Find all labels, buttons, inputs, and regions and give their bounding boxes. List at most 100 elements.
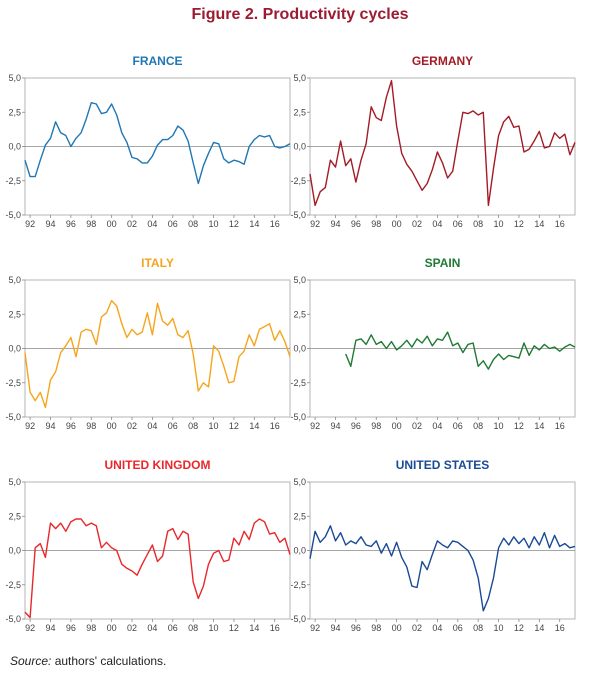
x-tick-label: 04: [432, 219, 442, 229]
x-tick-label: 92: [310, 623, 320, 633]
x-tick-label: 06: [168, 219, 178, 229]
x-tick-label: 12: [514, 421, 524, 431]
y-tick-label: -2,5: [5, 580, 21, 590]
x-tick-label: 08: [473, 421, 483, 431]
x-tick-label: 10: [494, 219, 504, 229]
x-tick-label: 10: [494, 623, 504, 633]
x-tick-label: 06: [168, 421, 178, 431]
x-tick-label: 00: [392, 623, 402, 633]
series-line: [24, 299, 291, 409]
y-tick-label: 5,0: [293, 73, 306, 83]
y-tick-label: -5,0: [5, 210, 21, 220]
x-tick-label: 94: [45, 219, 55, 229]
series-line: [345, 331, 576, 370]
x-tick-label: 92: [25, 219, 35, 229]
x-tick-label: 94: [45, 623, 55, 633]
x-tick-label: 02: [412, 219, 422, 229]
x-tick-label: 10: [209, 421, 219, 431]
y-tick-label: -2,5: [290, 176, 306, 186]
figure-title: Figure 2. Productivity cycles: [191, 6, 409, 23]
chart-panel-germany: GERMANY 5,0 2,5 0,0 -2,5 -5,0 92 94 96 98 00 02 04 06…: [290, 54, 576, 229]
x-tick-label: 08: [473, 219, 483, 229]
y-tick-label: 0,0: [8, 344, 21, 354]
x-tick-label: 00: [107, 421, 117, 431]
y-tick-label: 2,5: [293, 511, 306, 521]
x-tick-label: 06: [453, 219, 463, 229]
chart-panel-spain: SPAIN 5,0 2,5 0,0 -2,5 -5,0 92 94 96 98 00 02 04 06 08…: [290, 256, 576, 431]
y-tick-label: -5,0: [290, 614, 306, 624]
y-tick-label: -2,5: [290, 580, 306, 590]
x-tick-label: 94: [330, 623, 340, 633]
x-tick-label: 96: [351, 623, 361, 633]
x-tick-label: 08: [188, 219, 198, 229]
x-tick-label: 08: [188, 421, 198, 431]
y-tick-label: 5,0: [8, 477, 21, 487]
y-tick-label: 0,0: [293, 344, 306, 354]
source-text: authors' calculations.: [51, 654, 167, 668]
x-tick-label: 98: [86, 623, 96, 633]
x-tick-label: 96: [66, 421, 76, 431]
x-tick-label: 00: [107, 623, 117, 633]
x-tick-label: 98: [371, 219, 381, 229]
x-tick-label: 14: [249, 623, 259, 633]
x-tick-label: 04: [147, 219, 157, 229]
chart-panel-italy: ITALY 5,0 2,5 0,0 -2,5 -5,0 92 94 96 98 00 02 04 06 08…: [5, 256, 291, 431]
y-tick-label: -2,5: [5, 378, 21, 388]
x-tick-label: 02: [127, 623, 137, 633]
x-tick-label: 00: [392, 421, 402, 431]
x-tick-label: 16: [270, 623, 280, 633]
y-tick-label: 0,0: [8, 142, 21, 152]
source-label: Source:: [10, 654, 52, 668]
x-tick-label: 92: [310, 421, 320, 431]
x-tick-label: 06: [453, 623, 463, 633]
x-tick-label: 14: [534, 219, 544, 229]
y-tick-label: 0,0: [293, 546, 306, 556]
x-tick-label: 16: [555, 623, 565, 633]
x-tick-label: 08: [188, 623, 198, 633]
x-tick-label: 14: [534, 421, 544, 431]
chart-panel-united-states: UNITED STATES 5,0 2,5 0,0 -2,5 -5,0 92 94 96 98 00…: [290, 458, 576, 633]
y-tick-label: 2,5: [293, 107, 306, 117]
series-line: [24, 101, 291, 185]
y-tick-label: -5,0: [290, 210, 306, 220]
x-tick-label: 98: [371, 623, 381, 633]
x-tick-label: 14: [534, 623, 544, 633]
y-tick-label: -2,5: [5, 176, 21, 186]
x-tick-label: 92: [25, 623, 35, 633]
y-tick-label: 5,0: [293, 477, 306, 487]
x-tick-label: 96: [66, 219, 76, 229]
x-tick-label: 98: [86, 421, 96, 431]
chart-title: UNITED STATES: [396, 458, 490, 472]
y-tick-label: -5,0: [5, 412, 21, 422]
x-tick-label: 12: [514, 219, 524, 229]
y-tick-label: -5,0: [5, 614, 21, 624]
x-tick-label: 16: [555, 421, 565, 431]
x-tick-label: 00: [107, 219, 117, 229]
x-tick-label: 02: [127, 219, 137, 229]
series-line: [309, 79, 576, 207]
x-tick-label: 96: [351, 421, 361, 431]
y-tick-label: 5,0: [293, 275, 306, 285]
x-tick-label: 10: [209, 623, 219, 633]
x-tick-label: 04: [147, 623, 157, 633]
x-tick-label: 98: [86, 219, 96, 229]
x-tick-label: 10: [494, 421, 504, 431]
chart-panel-united-kingdom: UNITED KINGDOM 5,0 2,5 0,0 -2,5 -5,0 92 94 96 98 0…: [5, 458, 291, 633]
y-tick-label: -5,0: [290, 412, 306, 422]
y-tick-label: 2,5: [8, 107, 21, 117]
x-tick-label: 16: [270, 421, 280, 431]
x-tick-label: 12: [229, 219, 239, 229]
x-tick-label: 08: [473, 623, 483, 633]
x-tick-label: 00: [392, 219, 402, 229]
y-tick-label: 2,5: [8, 309, 21, 319]
x-tick-label: 94: [45, 421, 55, 431]
series-line: [309, 525, 576, 612]
x-tick-label: 14: [249, 219, 259, 229]
y-tick-label: 2,5: [8, 511, 21, 521]
x-tick-label: 04: [432, 623, 442, 633]
x-tick-label: 12: [229, 421, 239, 431]
x-tick-label: 96: [351, 219, 361, 229]
x-tick-label: 04: [147, 421, 157, 431]
y-tick-label: 0,0: [8, 546, 21, 556]
